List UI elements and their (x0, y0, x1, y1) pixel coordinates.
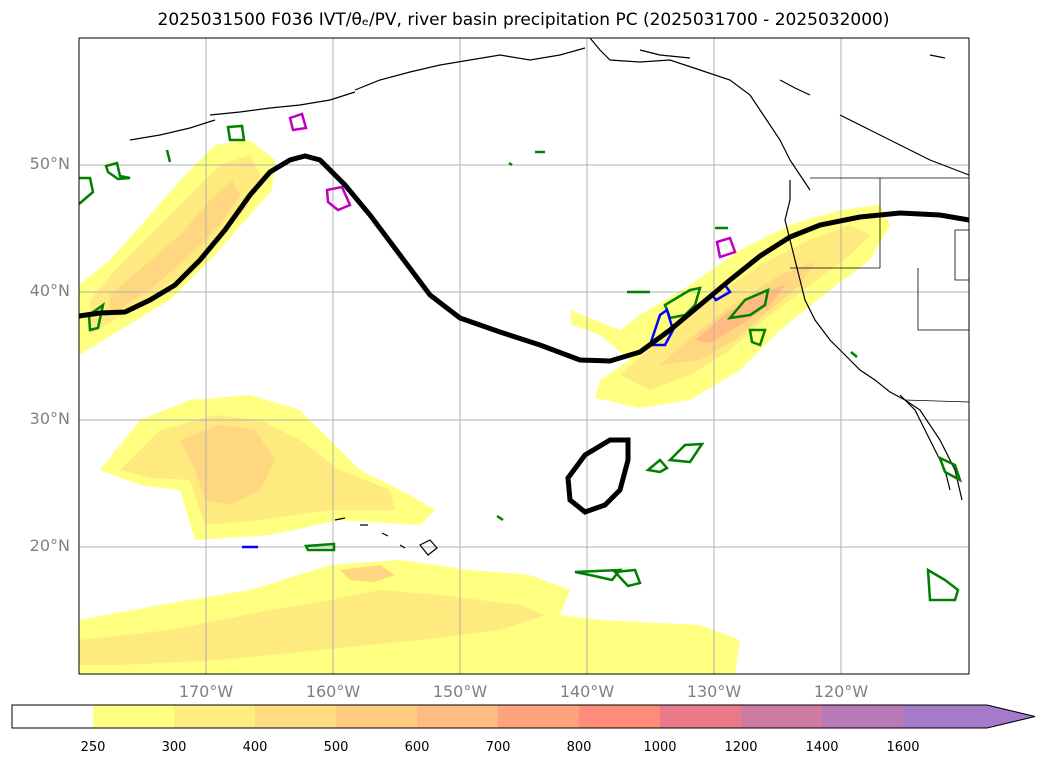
map-gridlines (79, 38, 969, 674)
colorbar-tick-label: 700 (485, 740, 511, 755)
lat-label: 30°N (29, 409, 70, 428)
magenta-contours (288, 112, 737, 259)
ivt-band-south-mid (79, 590, 545, 665)
colorbar-tick-label: 800 (566, 740, 592, 755)
lon-label: 130°W (686, 682, 742, 701)
map-title: 2025031500 F036 IVT/θₑ/PV, river basin p… (157, 10, 890, 30)
colorbar-tick-label: 500 (323, 740, 349, 755)
colorbar-tick-label: 400 (242, 740, 268, 755)
lon-label: 140°W (559, 682, 615, 701)
lon-label: 170°W (178, 682, 234, 701)
colorbar (11, 704, 1036, 729)
colorbar-tick-label: 1400 (805, 740, 839, 755)
colorbar-tick-label: 600 (404, 740, 430, 755)
map-frame (78, 37, 970, 675)
coastlines (129, 37, 970, 556)
colorbar-tick-label: 1200 (724, 740, 758, 755)
green-contours (78, 124, 963, 602)
colorbar-tick-label: 1000 (643, 740, 677, 755)
ivt-blob-central-inner (180, 425, 275, 505)
ivt-ar-core (695, 285, 785, 343)
lon-label: 150°W (432, 682, 488, 701)
lat-label: 20°N (29, 536, 70, 555)
lon-label: 160°W (305, 682, 361, 701)
colorbar-tick-label: 250 (80, 740, 106, 755)
lon-label: 120°W (813, 682, 869, 701)
ivt-shading (79, 140, 890, 674)
pv-contours (78, 153, 970, 515)
ivt-plume-west-inner (110, 180, 240, 315)
ivt-band-south-inner (340, 565, 395, 582)
lat-label: 50°N (29, 154, 70, 173)
colorbar-tick-label: 1600 (886, 740, 920, 755)
lat-label: 40°N (29, 281, 70, 300)
colorbar-tick-label: 300 (161, 740, 187, 755)
